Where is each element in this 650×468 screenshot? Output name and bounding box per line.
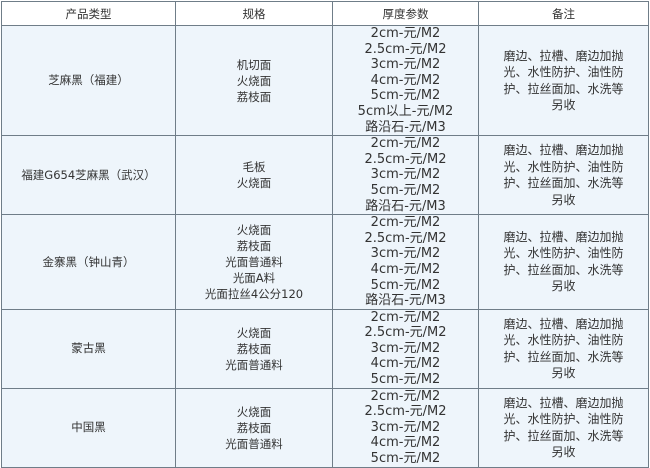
spec-item: 火烧面 <box>236 176 272 191</box>
product-type-cell: 中国黑 <box>1 387 176 468</box>
thickness-item: 3cm-元/M2 <box>370 340 441 356</box>
spec-item: 光面A料 <box>232 270 276 285</box>
remark-text: 磨边、拉槽、磨边加抛光、水性防护、油性防护、拉丝面加、水洗等另收 <box>503 316 624 381</box>
product-type: 蒙古黑 <box>71 341 106 356</box>
thickness-item: 4cm-元/M2 <box>370 261 441 277</box>
thickness-item: 路沿石-元/M3 <box>365 198 446 214</box>
spec-item: 光面普通料 <box>225 357 283 372</box>
thickness-item: 2.5cm-元/M2 <box>364 41 447 57</box>
spec-item: 机切面 <box>236 57 272 72</box>
thickness-item: 路沿石-元/M3 <box>365 119 446 135</box>
table-row: 芝麻黑（福建） 机切面 火烧面 荔枝面 2cm-元/M2 2.5cm-元/M2 3cm-元/… <box>1 24 649 137</box>
remark-text: 磨边、拉槽、磨边加抛光、水性防护、油性防护、拉丝面加、水洗等另收 <box>503 229 624 294</box>
spec-item: 光面普通料 <box>225 436 283 451</box>
thickness-item: 2.5cm-元/M2 <box>364 151 447 167</box>
spec-item: 荔枝面 <box>236 238 272 253</box>
thickness-item: 2cm-元/M2 <box>370 26 441 41</box>
thickness-item: 2cm-元/M2 <box>370 309 441 325</box>
remark-cell: 磨边、拉槽、磨边加抛光、水性防护、油性防护、拉丝面加、水洗等另收 <box>478 214 649 310</box>
remark-cell: 磨边、拉槽、磨边加抛光、水性防护、油性防护、拉丝面加、水洗等另收 <box>478 308 649 389</box>
thickness-cell: 2cm-元/M2 2.5cm-元/M2 3cm-元/M2 4cm-元/M2 5cm-元/… <box>332 308 479 389</box>
spec-item: 火烧面 <box>236 325 272 340</box>
spec-cell: 火烧面 荔枝面 光面普通料 <box>175 387 333 468</box>
thickness-item: 5cm-元/M2 <box>370 372 441 388</box>
thickness-item: 4cm-元/M2 <box>370 72 441 88</box>
thickness-item: 3cm-元/M2 <box>370 57 441 73</box>
product-type-cell: 蒙古黑 <box>1 308 176 389</box>
thickness-item: 3cm-元/M2 <box>370 419 441 435</box>
spec-cell: 火烧面 荔枝面 光面普通料 光面A料 光面拉丝4公分120 <box>175 214 333 310</box>
header-row: 产品类型 规格 厚度参数 备注 <box>1 1 649 26</box>
thickness-item: 2cm-元/M2 <box>370 388 441 404</box>
spec-item: 荔枝面 <box>236 341 272 356</box>
product-type: 中国黑 <box>71 420 106 435</box>
thickness-item: 3cm-元/M2 <box>370 167 441 183</box>
spec-item: 荔枝面 <box>236 89 272 104</box>
remark-text: 磨边、拉槽、磨边加抛光、水性防护、油性防护、拉丝面加、水洗等另收 <box>503 143 624 207</box>
thickness-cell: 2cm-元/M2 2.5cm-元/M2 3cm-元/M2 4cm-元/M2 5cm-元/… <box>332 387 479 468</box>
table-row: 中国黑 火烧面 荔枝面 光面普通料 2cm-元/M2 2.5cm-元/M2 3cm-元/M2… <box>1 387 649 468</box>
spec-cell: 机切面 火烧面 荔枝面 <box>175 24 333 137</box>
thickness-cell: 2cm-元/M2 2.5cm-元/M2 3cm-元/M2 4cm-元/M2 5cm-元/… <box>332 214 479 310</box>
spec-item: 光面普通料 <box>225 254 283 269</box>
table-row: 蒙古黑 火烧面 荔枝面 光面普通料 2cm-元/M2 2.5cm-元/M2 3cm-元/M2… <box>1 308 649 389</box>
thickness-item: 3cm-元/M2 <box>370 246 441 262</box>
spec-cell: 毛板 火烧面 <box>175 135 333 216</box>
remark-cell: 磨边、拉槽、磨边加抛光、水性防护、油性防护、拉丝面加、水洗等另收 <box>478 135 649 216</box>
thickness-item: 4cm-元/M2 <box>370 435 441 451</box>
thickness-item: 5cm-元/M2 <box>370 182 441 198</box>
header-spec: 规格 <box>175 1 333 26</box>
thickness-item: 2cm-元/M2 <box>370 136 441 152</box>
product-type-cell: 福建G654芝麻黑（武汉） <box>1 135 176 216</box>
thickness-item: 4cm-元/M2 <box>370 356 441 372</box>
spec-item: 光面拉丝4公分120 <box>204 286 304 301</box>
spec-item: 荔枝面 <box>236 420 272 435</box>
spec-cell: 火烧面 荔枝面 光面普通料 <box>175 308 333 389</box>
remark-cell: 磨边、拉槽、磨边加抛光、水性防护、油性防护、拉丝面加、水洗等另收 <box>478 24 649 137</box>
product-type: 芝麻黑（福建） <box>48 73 129 88</box>
thickness-item: 5cm以上-元/M2 <box>357 103 454 119</box>
thickness-item: 2cm-元/M2 <box>370 215 441 231</box>
spec-item: 火烧面 <box>236 73 272 88</box>
thickness-item: 路沿石-元/M3 <box>365 293 446 309</box>
thickness-item: 2.5cm-元/M2 <box>364 230 447 246</box>
thickness-item: 2.5cm-元/M2 <box>364 404 447 420</box>
thickness-item: 5cm-元/M2 <box>370 451 441 467</box>
remark-text: 磨边、拉槽、磨边加抛光、水性防护、油性防护、拉丝面加、水洗等另收 <box>503 395 624 460</box>
header-thickness: 厚度参数 <box>332 1 479 26</box>
product-type: 金寨黑（钟山青） <box>42 254 135 269</box>
spec-item: 火烧面 <box>236 222 272 237</box>
spec-item: 毛板 <box>242 160 266 175</box>
table-row: 福建G654芝麻黑（武汉） 毛板 火烧面 2cm-元/M2 2.5cm-元/M2 3cm-… <box>1 135 649 216</box>
spec-item: 火烧面 <box>236 404 272 419</box>
header-remark: 备注 <box>478 1 649 26</box>
thickness-item: 2.5cm-元/M2 <box>364 325 447 341</box>
product-type-cell: 芝麻黑（福建） <box>1 24 176 137</box>
product-type: 福建G654芝麻黑（武汉） <box>21 167 156 182</box>
remark-cell: 磨边、拉槽、磨边加抛光、水性防护、油性防护、拉丝面加、水洗等另收 <box>478 387 649 468</box>
thickness-cell: 2cm-元/M2 2.5cm-元/M2 3cm-元/M2 4cm-元/M2 5cm-元/… <box>332 24 479 137</box>
thickness-item: 5cm-元/M2 <box>370 277 441 293</box>
thickness-cell: 2cm-元/M2 2.5cm-元/M2 3cm-元/M2 5cm-元/M2 路沿石-元/… <box>332 135 479 216</box>
product-type-cell: 金寨黑（钟山青） <box>1 214 176 310</box>
header-product-type: 产品类型 <box>1 1 176 26</box>
table-row: 金寨黑（钟山青） 火烧面 荔枝面 光面普通料 光面A料 光面拉丝4公分120 2cm-元/M… <box>1 214 649 310</box>
thickness-item: 5cm-元/M2 <box>370 88 441 104</box>
remark-text: 磨边、拉槽、磨边加抛光、水性防护、油性防护、拉丝面加、水洗等另收 <box>503 48 624 113</box>
